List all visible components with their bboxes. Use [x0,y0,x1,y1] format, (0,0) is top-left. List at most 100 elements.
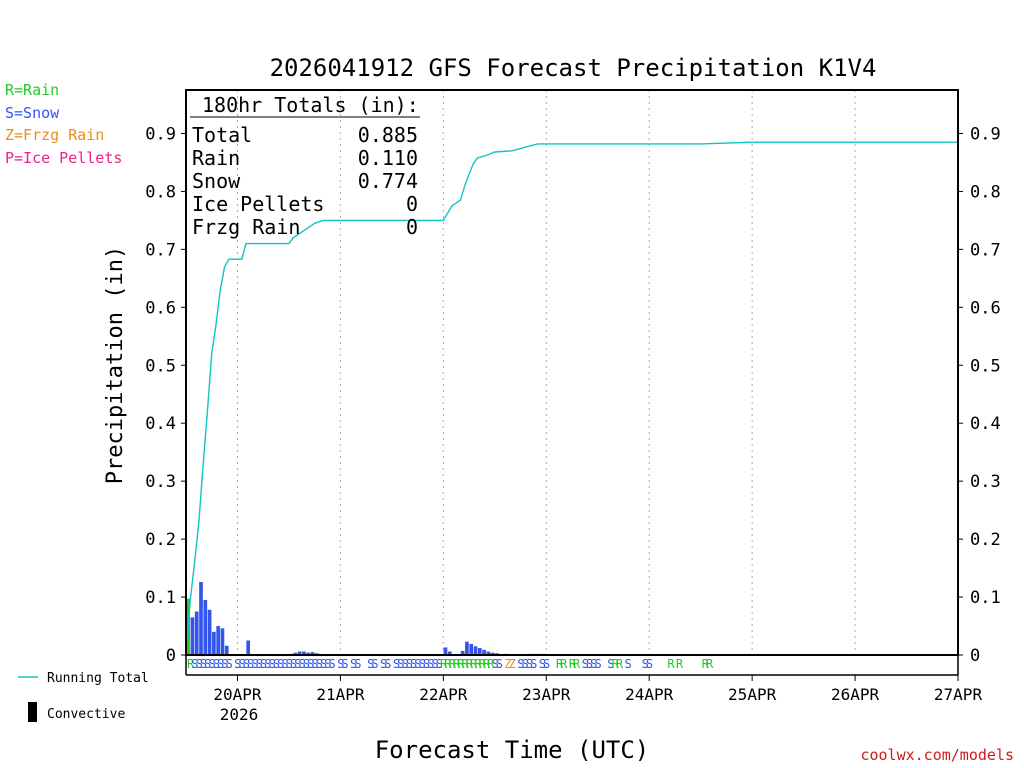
ytick-label-right: 0.7 [970,240,1001,260]
type-letter: S [384,657,391,671]
y-axis-ticks: 0 00.1 0.10.2 0.20.3 0.30.4 0.40.5 0.50.6 0.60.… [145,124,1000,666]
series-legend: Running Total Convective [18,671,149,722]
type-letter: S [406,657,413,671]
type-letter: R [676,657,684,671]
type-letter: S [410,657,417,671]
type-letter: R [483,657,491,671]
type-letter: S [414,657,421,671]
type-letter: R [479,657,487,671]
y-axis-label: Precipitation (in) [103,246,128,484]
type-letter: S [226,657,233,671]
type-letter: S [251,657,258,671]
running-total-line [185,141,958,656]
precip-bar [199,581,203,655]
ytick-label-right: 0.4 [970,414,1001,434]
type-letter: R [569,657,577,671]
x-axis-ticks: 20APR 21APR 22APR 23APR 24APR 25APR 26APR 27APR [185,655,982,704]
ytick-label-right: 0 [970,646,980,666]
ytick-label-left: 0.7 [145,240,176,260]
totals-row-label: Ice Pellets [192,192,324,216]
legend-type-p: P=Ice Pellets [5,148,123,167]
totals-row-value: 0 [406,215,418,239]
type-letter: S [256,657,263,671]
ytick-label-right: 0.9 [970,124,1001,144]
type-letter: S [243,657,250,671]
ytick-label-left: 0.1 [145,588,176,608]
type-letter: S [264,657,271,671]
type-letter: S [380,657,387,671]
type-letter: S [427,657,434,671]
type-letter: R [616,657,624,671]
type-letter: S [590,657,597,671]
chart-title: 2026041912 GFS Forecast Precipitation K1… [270,54,877,82]
type-letter: S [196,657,203,671]
type-letter: R [461,657,469,671]
type-letter: S [234,657,241,671]
type-letter: R [440,657,448,671]
type-letter: S [642,657,649,671]
precip-bar [194,611,199,655]
precip-bar [212,631,216,655]
precip-bar [190,617,195,655]
ytick-label-left: 0.2 [145,530,176,550]
precip-bar [246,640,251,655]
ytick-label-right: 0.1 [970,588,1001,608]
type-letter: R [556,657,564,671]
precip-bar [310,652,315,655]
precip-bar [306,652,311,655]
type-letter: Z [509,657,516,671]
precip-bar [224,645,229,655]
type-letter: S [303,657,310,671]
precip-bar [477,648,482,655]
type-letter: S [393,657,400,671]
type-letter: S [268,657,275,671]
type-letter: R [667,657,675,671]
source-credit: coolwx.com/models [860,746,1014,764]
plot-frame [185,89,959,656]
type-letter: S [431,657,438,671]
type-letter: S [586,657,593,671]
ytick-label-right: 0.2 [970,530,1001,550]
type-letter: S [307,657,314,671]
ytick-label-left: 0 [166,646,176,666]
type-letter: R [573,657,581,671]
type-letter: S [213,657,220,671]
type-letter: S [247,657,254,671]
ytick-label-left: 0.8 [145,182,176,202]
type-letter: S [543,657,550,671]
type-letter: S [539,657,546,671]
type-letter: S [221,657,228,671]
totals-header: 180hr Totals (in): [202,93,419,117]
totals-row-value: 0 [406,192,418,216]
type-letter: S [316,657,323,671]
convective-swatch [28,702,37,722]
type-letter: S [290,657,297,671]
type-letter: S [354,657,361,671]
type-letter: S [517,657,524,671]
type-letter: S [277,657,284,671]
ytick-label-left: 0.9 [145,124,176,144]
precip-bar [490,652,495,655]
type-letter: S [191,657,198,671]
type-letter: S [281,657,288,671]
legend-convective: Convective [47,707,125,722]
ytick-label-right: 0.6 [970,298,1001,318]
precip-bars [186,581,546,655]
year-label: 2026 [220,705,259,724]
type-letter: S [299,657,306,671]
type-letter: S [624,657,631,671]
type-letter: R [560,657,568,671]
legend-type-s: S=Snow [5,103,60,122]
type-letter: S [337,657,344,671]
type-letter: S [260,657,267,671]
ytick-label-left: 0.4 [145,414,176,434]
type-letter: R [453,657,461,671]
precip-bar [216,626,221,655]
type-letter: R [470,657,478,671]
precip-bar [473,646,478,655]
type-letter: R [457,657,465,671]
type-letter: S [423,657,430,671]
type-letter: R [702,657,710,671]
